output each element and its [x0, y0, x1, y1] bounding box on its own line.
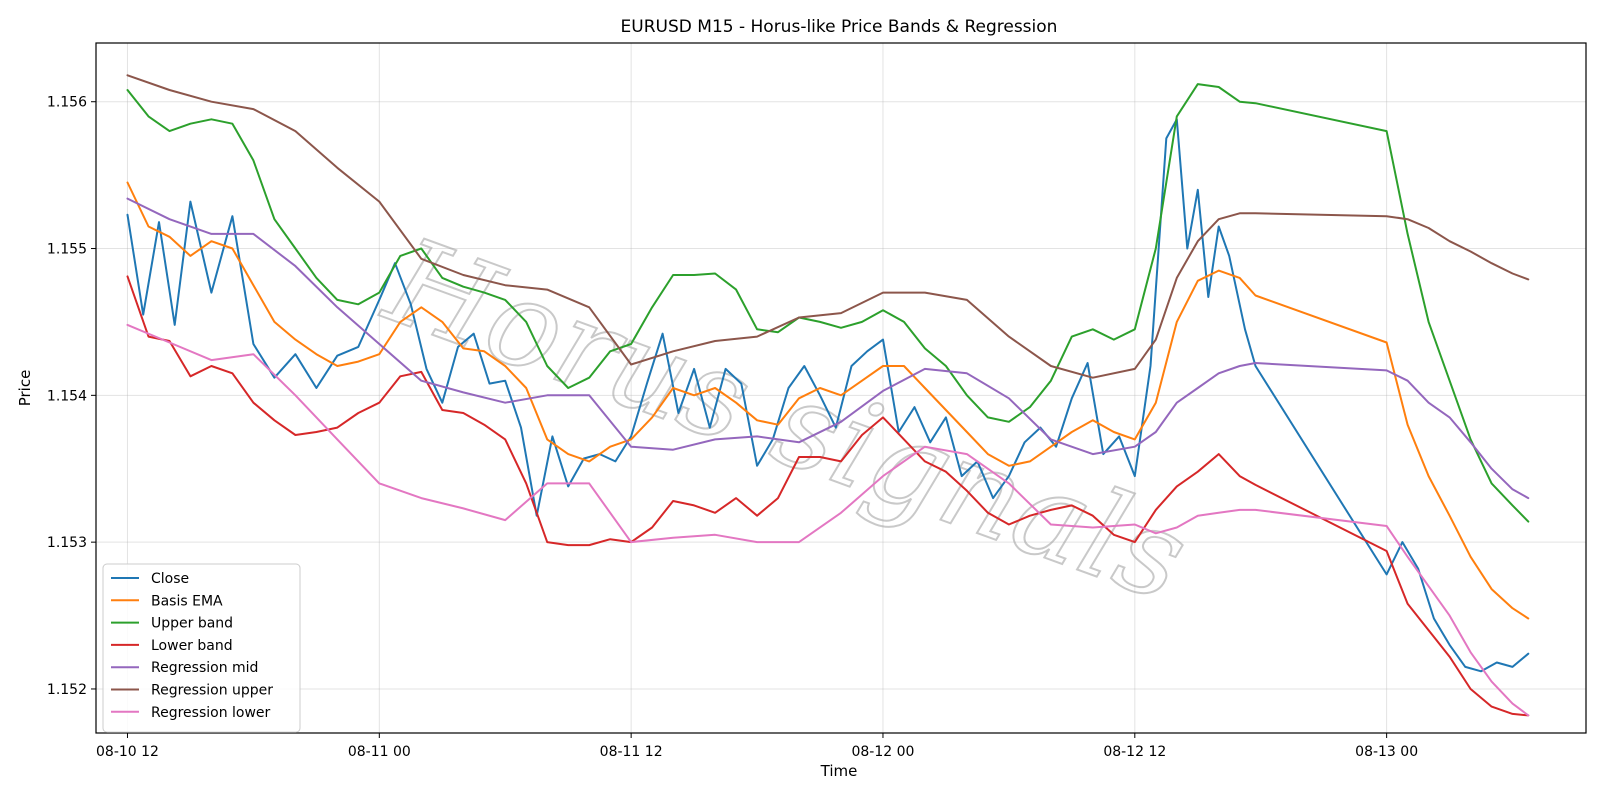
x-tick-label: 08-10 12 — [96, 744, 159, 760]
x-axis-title: Time — [820, 762, 858, 780]
series-line-regression-mid — [126, 197, 1530, 500]
watermark-text: Horus signals — [368, 212, 1204, 630]
series-line-basis-ema — [126, 181, 1530, 620]
x-tick-label: 08-11 00 — [348, 744, 411, 760]
legend-label: Regression mid — [151, 660, 258, 676]
legend-label: Close — [151, 571, 189, 587]
y-tick-label: 1.156 — [47, 95, 87, 111]
series-line-lower-band — [126, 275, 1530, 717]
legend-label: Basis EMA — [151, 593, 223, 609]
y-axis-title: Price — [16, 370, 34, 407]
legend-label: Lower band — [151, 638, 233, 654]
y-tick-label: 1.153 — [47, 535, 87, 551]
y-tick-label: 1.154 — [47, 388, 87, 404]
chart-title: EURUSD M15 - Horus-like Price Bands & Re… — [621, 17, 1058, 37]
legend: Close Basis EMA Upper band Lower band Regres… — [102, 563, 301, 733]
x-tick-label: 08-11 12 — [600, 744, 663, 760]
series-line-upper-band — [126, 83, 1530, 523]
series-line-regression-upper — [126, 74, 1530, 379]
legend-box — [102, 563, 301, 733]
y-tick-label: 1.155 — [47, 242, 87, 258]
series-lines — [126, 74, 1530, 717]
legend-label: Regression lower — [151, 705, 271, 721]
x-tick-label: 08-13 00 — [1355, 744, 1418, 760]
series-line-close — [126, 118, 1530, 673]
legend-label: Upper band — [151, 616, 233, 632]
y-tick-label: 1.152 — [47, 682, 87, 698]
x-tick-label: 08-12 12 — [1103, 744, 1166, 760]
plot-area-frame — [95, 42, 1587, 734]
x-tick-label: 08-12 00 — [851, 744, 914, 760]
series-line-regression-lower — [126, 323, 1530, 717]
legend-label: Regression upper — [151, 683, 273, 699]
axis-ticks: 1.152 1.153 1.154 1.155 1.156 08-10 12 08-11 0… — [47, 95, 1418, 760]
